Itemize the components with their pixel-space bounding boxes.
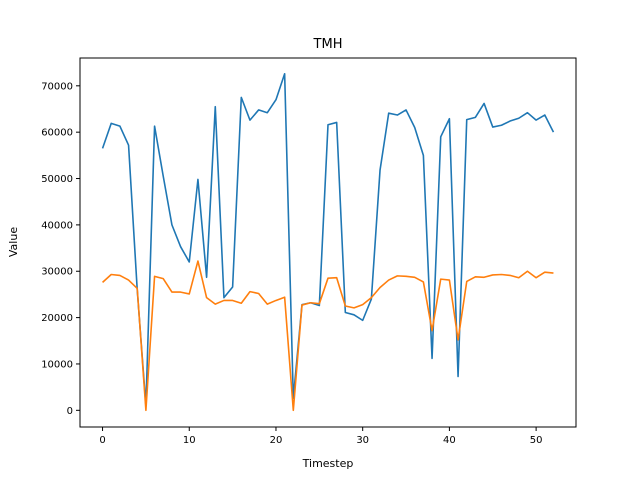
y-tick-label: 60000 [41,128,73,139]
series-line-1 [101,72,555,407]
x-axis-label: Timestep [302,457,354,470]
x-tick-label: 50 [530,435,543,446]
x-axis: 0 10 20 30 40 50 [99,427,542,446]
y-axis-label: Value [7,227,20,257]
x-tick-label: 20 [270,435,283,446]
x-tick-label: 30 [356,435,369,446]
series-layer [101,72,555,412]
y-tick-label: 0 [67,406,73,417]
y-tick-label: 50000 [41,174,73,185]
y-tick-label: 70000 [41,81,73,92]
plot-frame [79,57,577,428]
y-axis: 0 10000 20000 30000 40000 50000 60000 70000 [41,81,80,417]
y-tick-label: 10000 [41,359,73,370]
y-tick-label: 30000 [41,267,73,278]
x-tick-label: 0 [99,435,105,446]
series-line-2 [102,260,554,412]
y-tick-label: 20000 [41,313,73,324]
x-tick-label: 40 [443,435,456,446]
y-tick-label: 40000 [41,220,73,231]
chart-title: TMH [313,37,343,52]
x-tick-label: 10 [183,435,196,446]
